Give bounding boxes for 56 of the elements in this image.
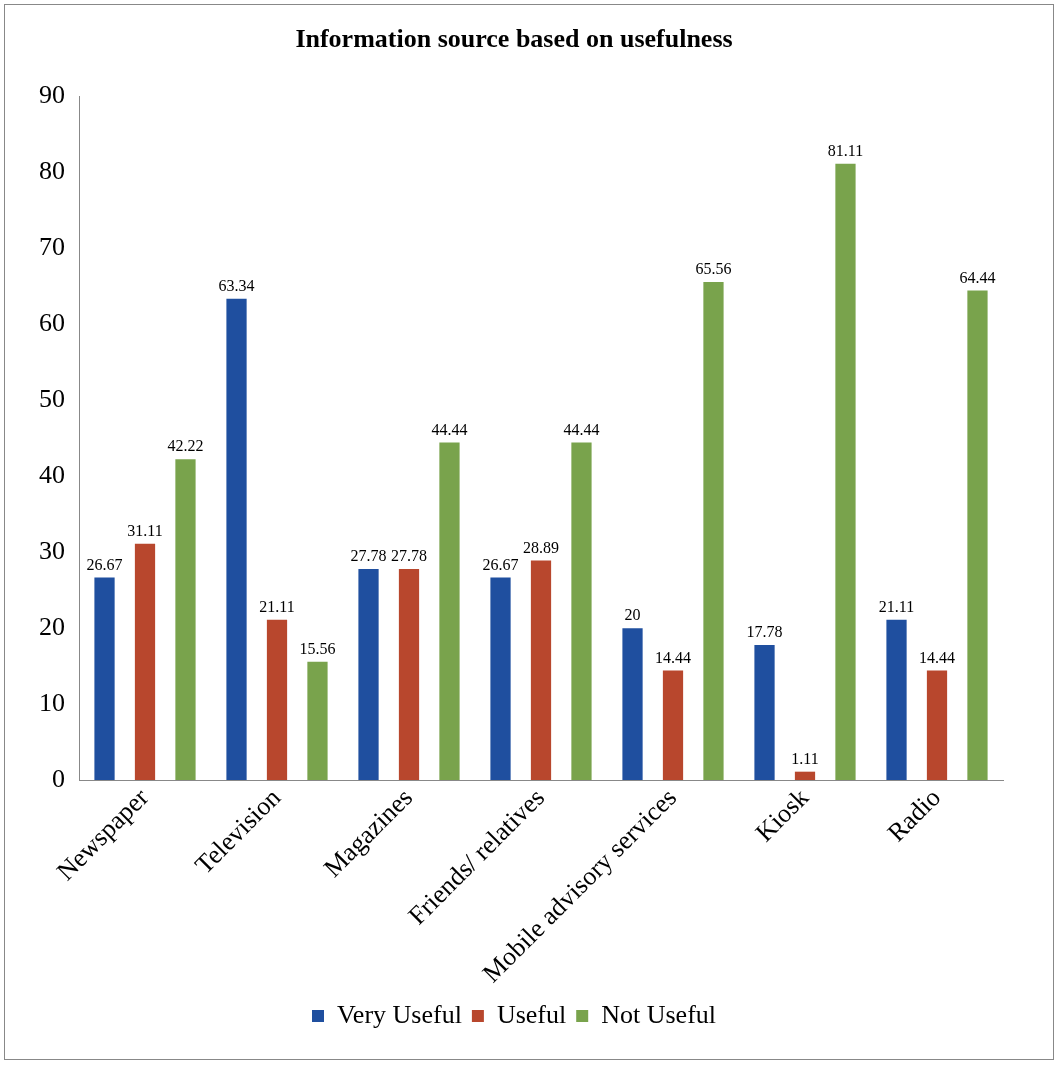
bar	[398, 569, 420, 781]
y-tick-label: 90	[39, 80, 65, 110]
chart-title: Information source based on usefulness	[295, 24, 733, 54]
data-label: 17.78	[746, 623, 783, 641]
data-label: 64.44	[959, 268, 996, 286]
bar	[490, 577, 511, 781]
bar	[967, 290, 988, 781]
bar	[226, 298, 247, 781]
y-tick-label: 70	[39, 232, 65, 262]
bar	[134, 543, 156, 781]
bar	[175, 459, 196, 781]
data-label: 15.56	[299, 640, 336, 658]
legend-label: Very Useful	[336, 999, 462, 1029]
y-tick-label: 40	[39, 459, 65, 489]
data-label: 65.56	[695, 260, 732, 278]
data-label: 26.67	[482, 555, 519, 573]
data-label: 20	[624, 606, 641, 624]
data-label: 44.44	[431, 420, 468, 438]
bar	[835, 163, 856, 781]
bar	[926, 670, 948, 781]
bar	[622, 628, 643, 781]
bar	[307, 661, 328, 781]
data-label: 27.78	[391, 547, 427, 565]
data-label: 44.44	[563, 420, 600, 438]
y-tick-label: 80	[39, 156, 65, 186]
data-label: 14.44	[655, 648, 691, 666]
bar	[571, 442, 592, 781]
bar	[754, 645, 775, 781]
data-label: 21.11	[878, 597, 915, 615]
bar	[662, 670, 684, 781]
data-label: 21.11	[259, 597, 295, 615]
data-label: 31.11	[127, 521, 163, 539]
bar	[530, 560, 552, 781]
bar	[358, 569, 379, 781]
bar	[439, 442, 460, 781]
y-tick-label: 0	[52, 763, 65, 793]
legend-label: Useful	[496, 999, 567, 1029]
data-label: 27.78	[350, 547, 387, 565]
legend-label: Not Useful	[601, 999, 717, 1029]
data-label: 26.67	[86, 555, 123, 573]
bar	[794, 771, 816, 781]
data-label: 81.11	[827, 141, 864, 159]
bar	[886, 619, 907, 781]
bar	[266, 619, 288, 781]
data-label: 42.22	[167, 437, 204, 455]
data-label: 1.11	[791, 749, 819, 767]
y-tick-label: 30	[39, 535, 65, 565]
data-label: 63.34	[218, 276, 255, 294]
y-tick-label: 20	[39, 611, 65, 641]
y-tick-label: 50	[39, 383, 65, 413]
bar	[703, 281, 724, 781]
data-label: 14.44	[919, 648, 955, 666]
y-tick-label: 60	[39, 308, 65, 337]
y-tick-label: 10	[39, 687, 65, 717]
data-label: 28.89	[523, 538, 559, 556]
bar	[94, 577, 115, 781]
